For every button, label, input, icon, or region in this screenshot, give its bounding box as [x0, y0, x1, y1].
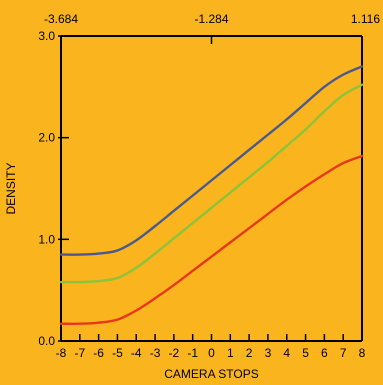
- x-axis-title: CAMERA STOPS: [164, 367, 258, 381]
- x-tick-label: -6: [93, 346, 104, 360]
- x-tick-label: 1: [227, 346, 234, 360]
- x-axis-top: -3.684 -1.284 1.116: [44, 12, 380, 44]
- plot-frame: [60, 35, 363, 342]
- x-tick-label: -1: [187, 346, 198, 360]
- series-layer: [59, 65, 364, 325]
- top-tick-label: -3.684: [44, 12, 78, 26]
- x-tick-label: -2: [169, 346, 180, 360]
- series-line-2: [59, 83, 364, 284]
- x-tick-label: -7: [74, 346, 85, 360]
- y-tick-label: 2.0: [38, 131, 55, 145]
- x-tick-label: -8: [56, 346, 67, 360]
- x-tick-label: 6: [321, 346, 328, 360]
- series-line-3: [59, 154, 364, 325]
- x-tick-label: 4: [283, 346, 290, 360]
- x-tick-label: 5: [302, 346, 309, 360]
- x-tick-label: 0: [208, 346, 215, 360]
- y-axis-title: DENSITY: [4, 162, 18, 214]
- x-tick-label: 2: [246, 346, 253, 360]
- y-axis-left: 0.0 1.0 2.0 3.0: [38, 29, 69, 348]
- x-tick-label: -3: [150, 346, 161, 360]
- x-tick-label: -4: [131, 346, 142, 360]
- series-line-1: [59, 65, 364, 256]
- x-tick-label: 7: [340, 346, 347, 360]
- y-tick-label: 3.0: [38, 29, 55, 43]
- x-axis-bottom: -8 -7 -6 -5 -4 -3 -2 -1 0 1 2 3 4 5 6 7 8: [56, 334, 366, 360]
- x-tick-label: 8: [359, 346, 366, 360]
- y-tick-label: 1.0: [38, 232, 55, 246]
- x-tick-label: 3: [265, 346, 272, 360]
- x-tick-label: -5: [112, 346, 123, 360]
- y-tick-label: 0.0: [38, 334, 55, 348]
- top-tick-label: 1.116: [351, 12, 380, 26]
- top-tick-label: -1.284: [194, 12, 228, 26]
